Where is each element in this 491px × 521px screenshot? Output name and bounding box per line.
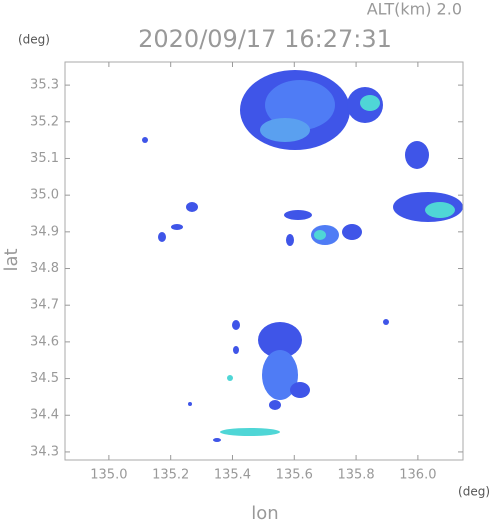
- y-tick-label: 34.6: [30, 334, 59, 349]
- y-tick-label: 34.7: [30, 298, 59, 313]
- x-axis-label: lon: [251, 503, 278, 521]
- timestamp-title: 2020/09/17 16:27:31: [138, 25, 392, 53]
- x-tick-label: 135.0: [90, 468, 127, 483]
- radar-echoes: [142, 70, 463, 442]
- x-unit: (deg): [458, 485, 490, 499]
- x-tick-label: 135.2: [152, 468, 189, 483]
- y-tick-label: 35.2: [30, 114, 59, 129]
- x-tick-label: 135.4: [214, 468, 251, 483]
- y-axis-label: lat: [1, 248, 22, 271]
- x-tick-label: 135.6: [276, 468, 313, 483]
- y-tick-label: 34.4: [30, 408, 59, 423]
- altitude-label: ALT(km) 2.0: [367, 0, 462, 19]
- y-tick-label: 34.9: [30, 224, 59, 239]
- y-tick-label: 35.3: [30, 78, 59, 93]
- y-tick-label: 34.5: [30, 371, 59, 386]
- y-tick-label: 35.1: [30, 151, 59, 166]
- plot-frame: [64, 61, 464, 461]
- y-tick-label: 34.3: [30, 444, 59, 459]
- y-unit: (deg): [18, 33, 50, 47]
- x-tick-label: 136.0: [399, 468, 436, 483]
- y-tick-label: 35.0: [30, 188, 59, 203]
- y-tick-label: 34.8: [30, 261, 59, 276]
- x-tick-label: 135.8: [337, 468, 374, 483]
